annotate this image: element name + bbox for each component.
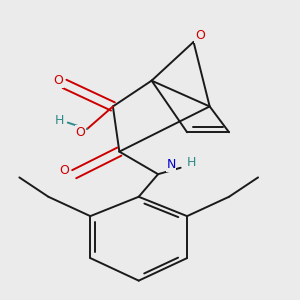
Text: O: O	[76, 126, 85, 139]
Text: O: O	[60, 164, 70, 178]
Text: N: N	[166, 158, 176, 171]
Text: O: O	[53, 74, 63, 87]
Text: O: O	[195, 29, 205, 42]
Text: H: H	[187, 156, 196, 170]
Text: H: H	[55, 115, 64, 128]
